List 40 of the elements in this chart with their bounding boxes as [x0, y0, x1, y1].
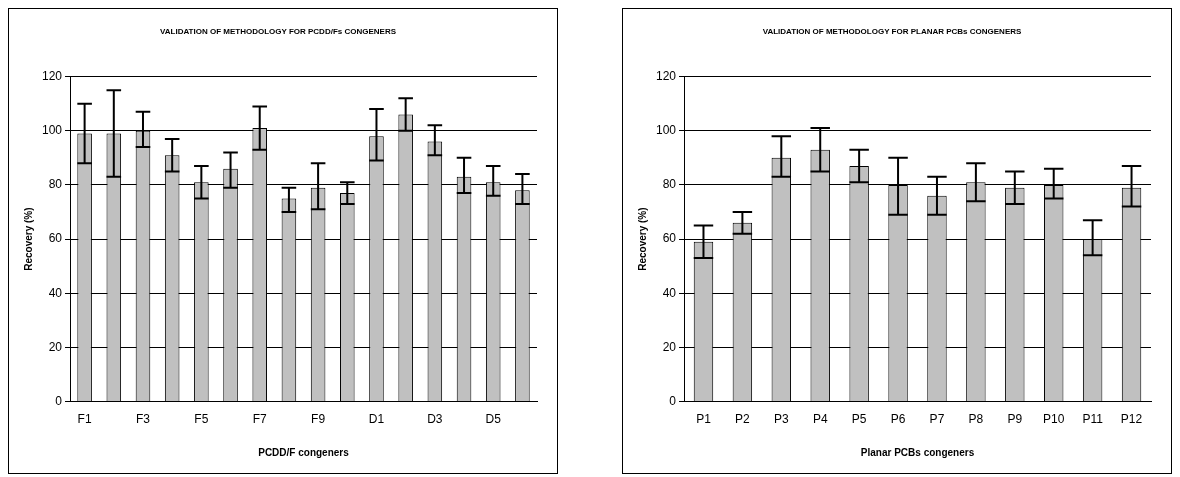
x-tick-label: P4	[812, 412, 828, 427]
y-tick-label: 80	[662, 177, 677, 192]
x-tick-label: F5	[194, 412, 209, 427]
x-tick-label: P7	[929, 412, 945, 427]
x-tick-label: P10	[1043, 412, 1065, 427]
y-tick-label: 0	[669, 393, 677, 408]
x-tick-label: P2	[735, 412, 751, 427]
y-tick-label: 0	[55, 393, 63, 408]
x-tick-label: D5	[485, 412, 502, 427]
chart-title: VALIDATION OF METHODOLOGY FOR PCDD/Fs CONGENERS	[159, 27, 397, 36]
y-tick-label: 80	[48, 177, 63, 192]
x-tick-label: F3	[135, 412, 151, 427]
y-tick-label: 20	[662, 339, 677, 354]
x-axis-title: Planar PCBs congeners	[860, 446, 975, 458]
y-tick-label: 40	[662, 285, 677, 300]
x-tick-label: P11	[1082, 412, 1104, 427]
x-tick-label: D3	[427, 412, 443, 427]
x-axis-title: PCDD/F congeners	[258, 446, 350, 458]
x-tick-label: P5	[851, 412, 867, 427]
x-tick-label: P1	[696, 412, 712, 427]
y-tick-label: 120	[655, 68, 677, 83]
x-tick-label: P8	[968, 412, 984, 427]
x-tick-label: P9	[1007, 412, 1023, 427]
y-tick-label: 40	[48, 285, 63, 300]
x-tick-label: F1	[77, 412, 92, 427]
x-tick-label: D1	[368, 412, 385, 427]
y-tick-label: 60	[48, 231, 63, 246]
chart-title: VALIDATION OF METHODOLOGY FOR PLANAR PCBs CONGENERS	[762, 27, 1022, 36]
y-tick-label: 120	[41, 68, 63, 83]
x-tick-label: P12	[1120, 412, 1143, 427]
x-tick-label: F7	[252, 412, 268, 427]
y-axis-title: Recovery (%)	[636, 207, 648, 271]
y-axis-title: Recovery (%)	[22, 207, 34, 271]
x-tick-label: P3	[773, 412, 789, 427]
x-tick-label: F9	[311, 412, 326, 427]
y-tick-label: 20	[48, 339, 63, 354]
y-tick-label: 100	[655, 123, 677, 138]
x-tick-label: P6	[890, 412, 906, 427]
y-tick-label: 100	[41, 123, 63, 138]
y-tick-label: 60	[662, 231, 677, 246]
